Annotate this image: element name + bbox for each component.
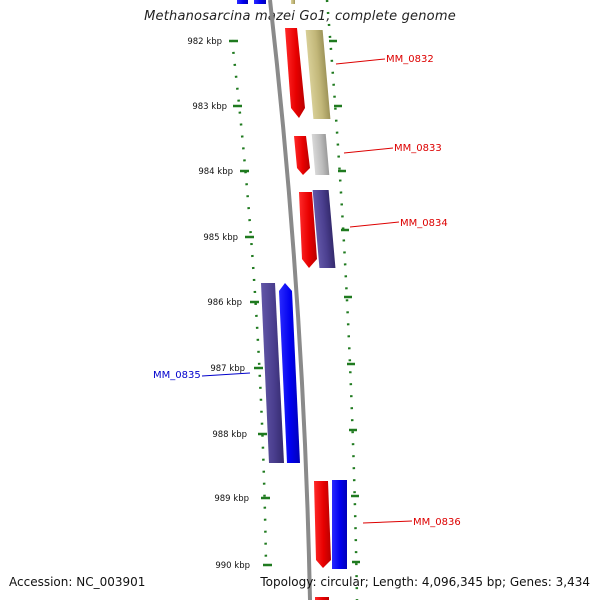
tick-label: 984 kbp — [198, 167, 233, 177]
gene-block-mm-0835-purple — [261, 283, 284, 463]
cds-block — [312, 190, 336, 268]
tick-label: 988 kbp — [212, 430, 247, 440]
feature-block — [332, 480, 347, 569]
leader-line-mm-0836 — [362, 520, 413, 524]
tick-label: 989 kbp — [214, 494, 249, 504]
gene-arrow-mm-0836 — [314, 481, 331, 568]
gene-label-mm-0832[interactable]: MM_0832 — [386, 54, 434, 65]
gene-leader-lines — [201, 58, 413, 524]
gene-arrow-mm-0832 — [285, 28, 305, 118]
tick-label: 986 kbp — [207, 298, 242, 308]
tick-labels: 982 kbp 983 kbp 984 kbp 985 kbp 986 kbp … — [187, 37, 250, 571]
feature-block — [291, 0, 295, 4]
inner-tick-ring — [230, 39, 268, 566]
accession-label: Accession: NC_003901 — [9, 575, 146, 589]
tick-label: 983 kbp — [192, 102, 227, 112]
tick-label: 987 kbp — [210, 364, 245, 374]
leader-line-mm-0832 — [335, 58, 386, 65]
feature-block — [237, 0, 248, 4]
gene-label-mm-0835[interactable]: MM_0835 — [153, 370, 201, 381]
gene-arrow-mm-0835 — [279, 283, 300, 463]
genome-backbone-arc — [268, 0, 312, 600]
genome-summary-label: Topology: circular; Length: 4,096,345 bp… — [260, 575, 590, 589]
major-tick-marks — [229, 39, 272, 567]
gene-label-mm-0834[interactable]: MM_0834 — [400, 218, 448, 229]
feature-block — [254, 0, 266, 4]
leader-line-mm-0834 — [349, 221, 400, 228]
feature-blocks-outer[interactable] — [237, 0, 347, 600]
cds-block — [305, 30, 331, 119]
feature-blocks-inner[interactable] — [261, 283, 300, 463]
gene-labels: MM_0832 MM_0833 MM_0834 MM_0835 MM_0836 — [153, 54, 461, 528]
tick-label: 982 kbp — [187, 37, 222, 47]
gene-label-mm-0836[interactable]: MM_0836 — [413, 517, 461, 528]
gene-arrow-mm-0834 — [299, 192, 317, 268]
leader-line-mm-0835 — [201, 372, 251, 377]
tick-label: 990 kbp — [215, 561, 250, 571]
outer-tick-ring — [325, 0, 359, 600]
gene-arrow-mm-0833 — [294, 136, 310, 175]
leader-line-mm-0833 — [343, 147, 394, 154]
outer-major-tick-marks — [329, 39, 360, 564]
tick-label: 985 kbp — [203, 233, 238, 243]
gene-label-mm-0833[interactable]: MM_0833 — [394, 143, 442, 154]
genome-title: Methanosarcina mazei Go1, complete genom… — [144, 9, 456, 24]
feature-block — [315, 597, 329, 600]
cds-block — [311, 134, 330, 175]
